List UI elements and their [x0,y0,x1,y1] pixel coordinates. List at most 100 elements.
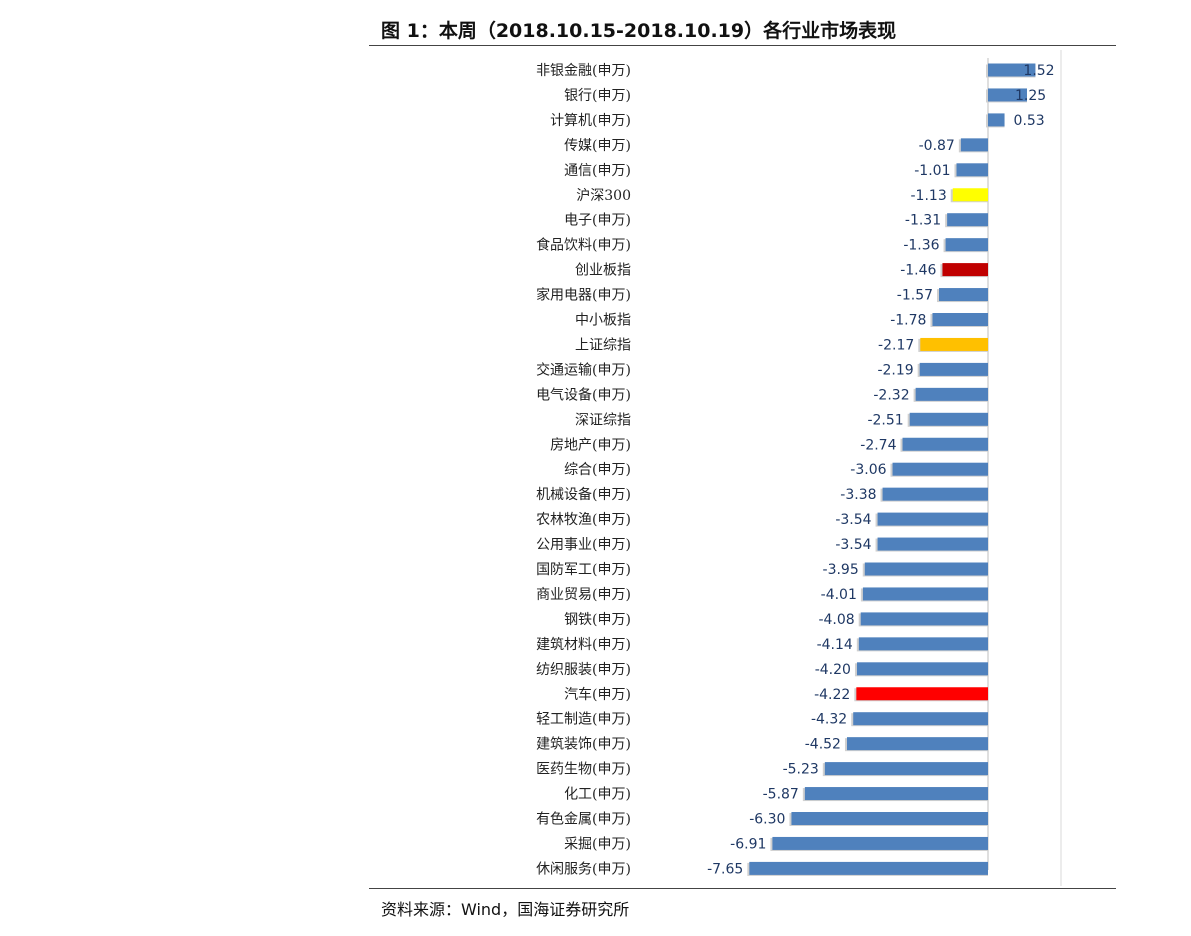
bar [846,737,988,751]
value-label: -3.38 [840,487,876,503]
bottom-rule [369,888,1116,889]
top-rule [369,45,1116,46]
value-label: -3.54 [835,512,871,528]
category-label: 采掘(申万) [564,836,631,852]
category-label: 沪深300 [576,188,631,204]
bar [856,687,988,701]
value-label: 1.25 [1015,88,1046,104]
category-label: 传媒(申万) [564,138,631,154]
category-label: 计算机(申万) [550,113,631,129]
value-label: -6.30 [749,812,785,828]
bar [862,587,988,601]
category-label: 建筑材料(申万) [536,637,631,653]
category-label: 机械设备(申万) [536,486,631,503]
value-label: -4.08 [818,612,854,628]
category-label: 休闲服务(申万) [536,861,631,877]
category-label: 公用事业(申万) [536,537,631,553]
category-label: 化工(申万) [564,787,631,803]
category-label: 医药生物(申万) [536,762,631,778]
bar [909,412,988,426]
category-label: 国防军工(申万) [536,562,631,578]
category-label: 钢铁(申万) [564,612,631,628]
value-label: -7.65 [707,861,743,877]
value-label: -4.01 [821,587,857,603]
category-label: 银行(申万) [564,88,631,104]
value-label: -5.87 [763,787,799,803]
value-label: -2.32 [873,387,909,403]
value-label: -2.74 [860,437,896,453]
value-label: -4.20 [815,662,851,678]
value-label: -3.95 [823,562,859,578]
value-label: -4.14 [817,637,853,653]
value-label: -1.46 [900,263,936,279]
bar [864,562,988,576]
category-label: 建筑装饰(申万) [536,737,631,753]
category-label: 汽车(申万) [564,686,631,703]
value-label: -1.13 [911,188,947,204]
bar [824,762,988,776]
bar [947,213,988,227]
bar [749,861,988,875]
bar [915,387,988,401]
bars-group: 非银金融(申万) 1.52 银行(申万) 1.25 计算机(申万) 0.53 传媒(申万) -… [536,63,1055,877]
bar [952,188,988,202]
bar [804,787,988,801]
bar [892,462,988,476]
bar [919,362,988,376]
category-label: 纺织服装(申万) [536,662,631,678]
value-label: -2.19 [877,362,913,378]
category-label: 有色金属(申万) [536,811,631,828]
bar [960,138,988,152]
bar [988,113,1005,127]
category-label: 交通运输(申万) [536,361,631,378]
bar [988,63,1036,77]
bar [853,712,988,726]
bar [860,612,988,626]
bar [858,637,988,651]
category-label: 通信(申万) [564,163,631,179]
figure-title: 图 1：本周（2018.10.15-2018.10.19）各行业市场表现 [381,20,897,42]
value-label: -3.54 [835,537,871,553]
value-label: 1.52 [1023,63,1054,79]
bar [856,662,988,676]
bar [956,163,988,177]
value-label: -2.51 [867,412,903,428]
value-label: 0.53 [1014,113,1045,129]
value-label: -0.87 [919,138,955,154]
bar [945,238,988,252]
category-label: 深证综指 [575,412,631,428]
bar [932,313,988,326]
bar [902,437,988,451]
value-label: -5.23 [783,762,819,778]
category-label: 商业贸易(申万) [536,587,631,603]
category-label: 农林牧渔(申万) [536,512,631,528]
value-label: -4.22 [814,687,850,703]
category-label: 食品饮料(申万) [536,237,631,254]
value-label: -1.57 [897,288,933,304]
category-label: 综合(申万) [564,462,631,478]
value-label: -1.78 [890,313,926,329]
category-label: 创业板指 [575,263,631,279]
category-label: 非银金融(申万) [536,63,631,79]
value-label: -2.17 [878,337,914,353]
value-label: -4.52 [805,737,841,753]
bar [942,263,988,277]
category-label: 电气设备(申万) [536,386,631,403]
category-label: 中小板指 [575,313,631,329]
bar [877,512,988,526]
source-note: 资料来源：Wind，国海证券研究所 [381,900,630,919]
category-label: 上证综指 [575,337,631,353]
category-label: 家用电器(申万) [536,287,631,304]
value-label: -1.36 [903,238,939,254]
bar [772,836,988,850]
value-label: -6.91 [730,836,766,852]
value-label: -4.32 [811,712,847,728]
bar [791,812,988,825]
value-label: -3.06 [850,462,886,478]
bar [939,288,988,302]
category-label: 轻工制造(申万) [536,712,631,728]
value-label: -1.31 [905,213,941,229]
category-label: 房地产(申万) [550,437,631,453]
value-label: -1.01 [914,163,950,179]
